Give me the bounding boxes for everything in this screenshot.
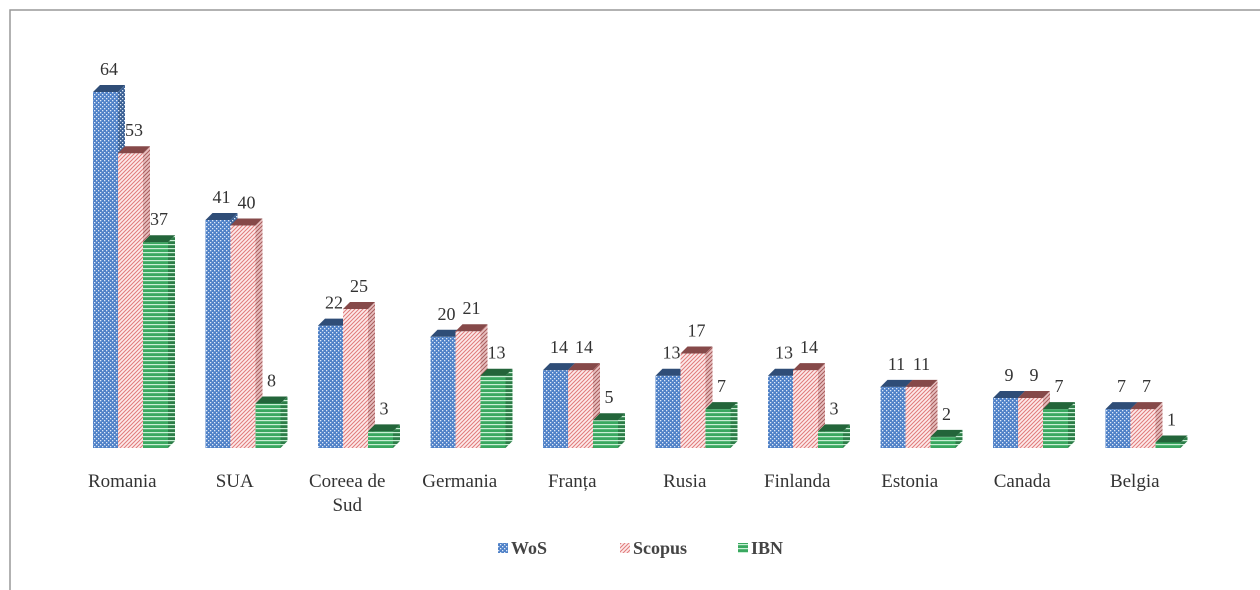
bar <box>1105 402 1138 448</box>
legend-label: Scopus <box>633 538 687 558</box>
value-label: 7 <box>1055 376 1064 396</box>
value-label: 14 <box>575 337 593 357</box>
value-label: 13 <box>488 343 506 363</box>
bar <box>705 402 738 448</box>
value-label: 25 <box>350 276 368 296</box>
value-label: 14 <box>800 337 818 357</box>
value-label: 21 <box>463 298 481 318</box>
bar <box>905 379 938 448</box>
legend-swatch <box>738 543 748 553</box>
value-label: 1 <box>1167 409 1176 429</box>
value-label: 17 <box>688 320 706 340</box>
legend-label: IBN <box>751 538 783 558</box>
value-label: 41 <box>213 187 231 207</box>
x-tick-label: Canada <box>993 471 1051 492</box>
value-label: 13 <box>775 343 793 363</box>
bar <box>143 235 175 448</box>
bar <box>930 429 963 448</box>
value-label: 40 <box>238 193 256 213</box>
bar <box>368 424 400 448</box>
value-label: 9 <box>1030 365 1039 385</box>
x-tick-label: Finlanda <box>764 471 831 492</box>
x-tick-label: Rusia <box>663 471 707 492</box>
x-tick-label: Romania <box>87 471 157 492</box>
value-label: 2 <box>942 404 951 424</box>
value-label: 14 <box>550 337 568 357</box>
legend-swatch <box>620 543 630 553</box>
value-label: 11 <box>913 354 930 374</box>
x-tick-label: Estonia <box>881 471 939 492</box>
value-label: 53 <box>125 120 143 140</box>
x-tick-label: Coreea de Sud <box>309 471 386 516</box>
x-tick-label: SUA <box>215 471 254 492</box>
value-label: 8 <box>267 371 276 391</box>
value-label: 3 <box>830 398 839 418</box>
bar <box>255 396 288 448</box>
value-label: 5 <box>605 387 614 407</box>
value-label: 9 <box>1005 365 1014 385</box>
value-label: 20 <box>438 304 456 324</box>
value-label: 11 <box>888 354 905 374</box>
bar <box>568 363 600 448</box>
x-tick-label: Franța <box>547 471 597 492</box>
legend-swatch <box>498 543 508 553</box>
x-tick-label: Germania <box>422 471 498 492</box>
bar <box>480 368 513 448</box>
value-label: 22 <box>325 293 343 313</box>
bar <box>818 424 850 448</box>
bar <box>793 363 825 448</box>
bar <box>230 218 263 448</box>
bar <box>655 368 688 448</box>
value-label: 7 <box>717 376 726 396</box>
value-label: 13 <box>663 343 681 363</box>
bar <box>343 301 375 448</box>
legend-label: WoS <box>511 538 547 558</box>
bar <box>593 413 625 448</box>
value-label: 37 <box>150 209 168 229</box>
value-label: 3 <box>380 398 389 418</box>
bar <box>1155 435 1188 448</box>
bar <box>1130 402 1163 448</box>
bar <box>118 146 150 448</box>
value-label: 7 <box>1117 376 1126 396</box>
x-tick-label: Belgia <box>1109 471 1160 492</box>
bar <box>1043 402 1075 448</box>
frame <box>9 9 1260 590</box>
value-label: 64 <box>100 59 118 79</box>
value-label: 7 <box>1142 376 1151 396</box>
